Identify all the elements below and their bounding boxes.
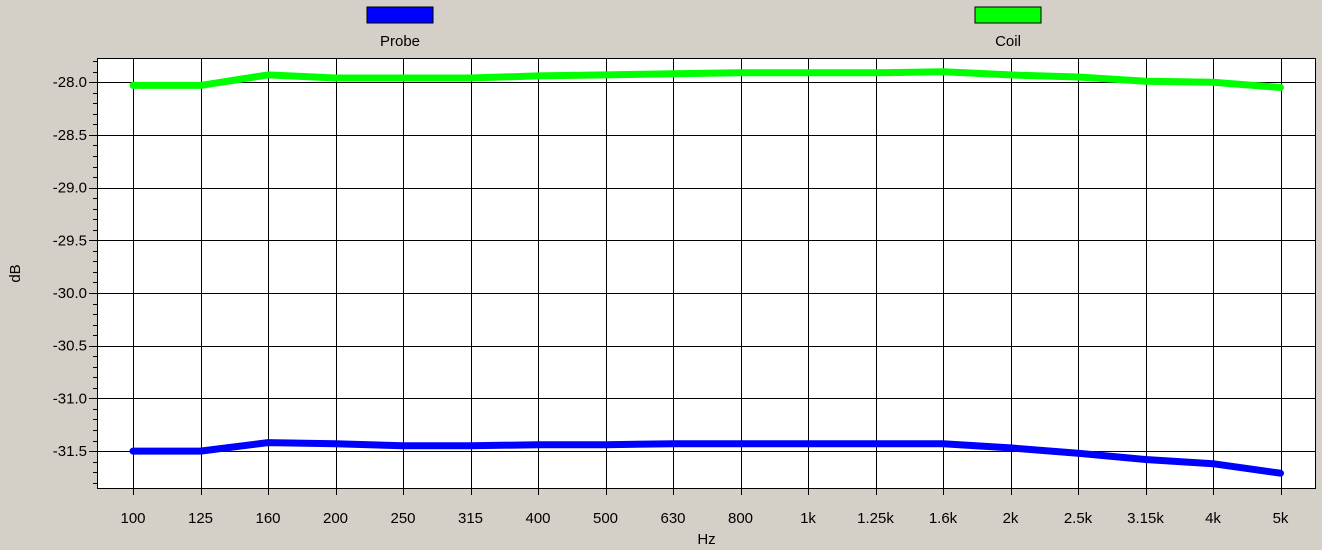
y-tick-label: -31.0 [53, 390, 87, 407]
x-tick-label: 800 [728, 510, 753, 527]
legend-swatch-probe [366, 6, 434, 24]
x-tick-label: 630 [660, 510, 685, 527]
plot-area [97, 58, 1316, 489]
x-tick-label: 100 [120, 510, 145, 527]
y-tick-label: -29.0 [53, 180, 87, 197]
x-tick-label: 315 [458, 510, 483, 527]
x-tick-label: 3.15k [1127, 510, 1164, 527]
y-axis-title: dB [7, 264, 24, 282]
x-tick-label: 5k [1273, 510, 1289, 527]
series-lines [129, 68, 1284, 477]
plot-border [97, 58, 1316, 489]
x-axis: 100 125 160 200 250 315 400 500 630 800 1k 1.25k 1.6… [120, 489, 1289, 527]
x-tick-label: 2k [1003, 510, 1019, 527]
series-line-coil [129, 68, 1284, 91]
series-line-probe [129, 439, 1284, 477]
x-tick-label: 400 [525, 510, 550, 527]
x-tick-label: 125 [188, 510, 213, 527]
y-tick-label: -28.0 [53, 74, 87, 91]
y-tick-label: -30.5 [53, 338, 87, 355]
y-tick-label: -29.5 [53, 232, 87, 249]
y-axis: -28.0 -28.5 -29.0 -29.5 -30.0 -30.5 -31.0 -31.5 [53, 61, 97, 484]
legend: Probe Coil [366, 6, 1042, 50]
x-tick-label: 1k [800, 510, 816, 527]
y-tick-label: -31.5 [53, 443, 87, 460]
legend-swatch-coil [974, 6, 1042, 24]
x-tick-label: 200 [323, 510, 348, 527]
legend-label-probe: Probe [380, 33, 420, 50]
x-axis-title: Hz [697, 531, 715, 548]
y-tick-label: -30.0 [53, 285, 87, 302]
x-tick-label: 160 [255, 510, 280, 527]
x-tick-label: 4k [1205, 510, 1221, 527]
x-tick-label: 1.6k [929, 510, 958, 527]
x-tick-label: 1.25k [857, 510, 894, 527]
x-tick-label: 250 [390, 510, 415, 527]
x-tick-label: 500 [593, 510, 618, 527]
legend-label-coil: Coil [995, 33, 1021, 50]
x-tick-label: 2.5k [1064, 510, 1093, 527]
y-tick-label: -28.5 [53, 127, 87, 144]
